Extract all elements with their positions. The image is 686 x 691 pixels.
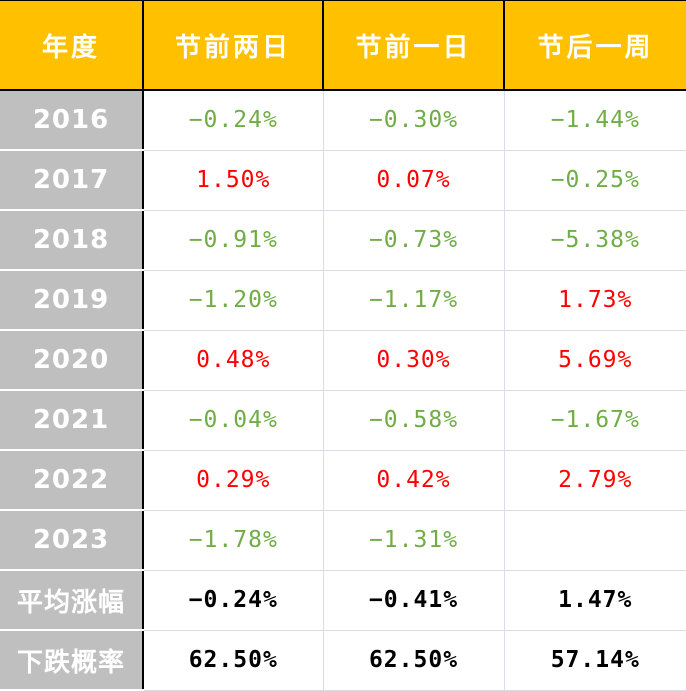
return-cell: 0.48% [143, 330, 324, 391]
year-cell: 2016 [0, 90, 144, 151]
table-row: 2016 −0.24% −0.30% −1.44% [0, 90, 686, 151]
return-cell: −0.30% [323, 90, 505, 151]
return-cell: −0.91% [143, 210, 324, 271]
return-cell: 0.07% [323, 150, 505, 211]
summary-value-cell: −0.41% [323, 570, 505, 631]
table-row: 2022 0.29% 0.42% 2.79% [0, 450, 686, 511]
header-year: 年度 [0, 0, 144, 91]
summary-value-cell: 62.50% [323, 630, 505, 691]
return-cell: 1.50% [143, 150, 324, 211]
year-cell: 2022 [0, 450, 144, 511]
summary-value-cell: 62.50% [143, 630, 324, 691]
year-cell: 2017 [0, 150, 144, 211]
summary-label-cell: 平均涨幅 [0, 570, 144, 631]
return-cell: −0.24% [143, 90, 324, 151]
summary-row: 平均涨幅 −0.24% −0.41% 1.47% [0, 570, 686, 631]
return-cell: −1.78% [143, 510, 324, 571]
header-one-week-after: 节后一周 [504, 0, 686, 91]
return-cell: 1.73% [504, 270, 686, 331]
return-cell: −1.44% [504, 90, 686, 151]
return-cell: 0.30% [323, 330, 505, 391]
header-one-day-before: 节前一日 [323, 0, 505, 91]
summary-value-cell: 1.47% [504, 570, 686, 631]
return-cell: −0.58% [323, 390, 505, 451]
table-row: 2019 −1.20% −1.17% 1.73% [0, 270, 686, 331]
return-cell: −1.67% [504, 390, 686, 451]
return-cell: 2.79% [504, 450, 686, 511]
return-cell: 0.42% [323, 450, 505, 511]
summary-row: 下跌概率 62.50% 62.50% 57.14% [0, 630, 686, 691]
table-row: 2021 −0.04% −0.58% −1.67% [0, 390, 686, 451]
header-row: 年度 节前两日 节前一日 节后一周 [0, 0, 686, 91]
return-cell: −1.31% [323, 510, 505, 571]
return-cell: −0.73% [323, 210, 505, 271]
summary-value-cell: 57.14% [504, 630, 686, 691]
table-body: 2016 −0.24% −0.30% −1.44% 2017 1.50% 0.07% −0.2… [0, 90, 686, 691]
return-cell: 0.29% [143, 450, 324, 511]
year-cell: 2018 [0, 210, 144, 271]
year-cell: 2021 [0, 390, 144, 451]
return-cell: −5.38% [504, 210, 686, 271]
return-cell: −1.20% [143, 270, 324, 331]
year-cell: 2023 [0, 510, 144, 571]
table-row: 2018 −0.91% −0.73% −5.38% [0, 210, 686, 271]
header-two-days-before: 节前两日 [143, 0, 324, 91]
return-cell: −1.17% [323, 270, 505, 331]
return-cell: −0.04% [143, 390, 324, 451]
summary-label-cell: 下跌概率 [0, 630, 144, 691]
table-row: 2017 1.50% 0.07% −0.25% [0, 150, 686, 211]
return-cell [504, 510, 686, 571]
return-cell: 5.69% [504, 330, 686, 391]
table-row: 2023 −1.78% −1.31% [0, 510, 686, 571]
table-row: 2020 0.48% 0.30% 5.69% [0, 330, 686, 391]
summary-value-cell: −0.24% [143, 570, 324, 631]
year-cell: 2020 [0, 330, 144, 391]
return-cell: −0.25% [504, 150, 686, 211]
year-cell: 2019 [0, 270, 144, 331]
